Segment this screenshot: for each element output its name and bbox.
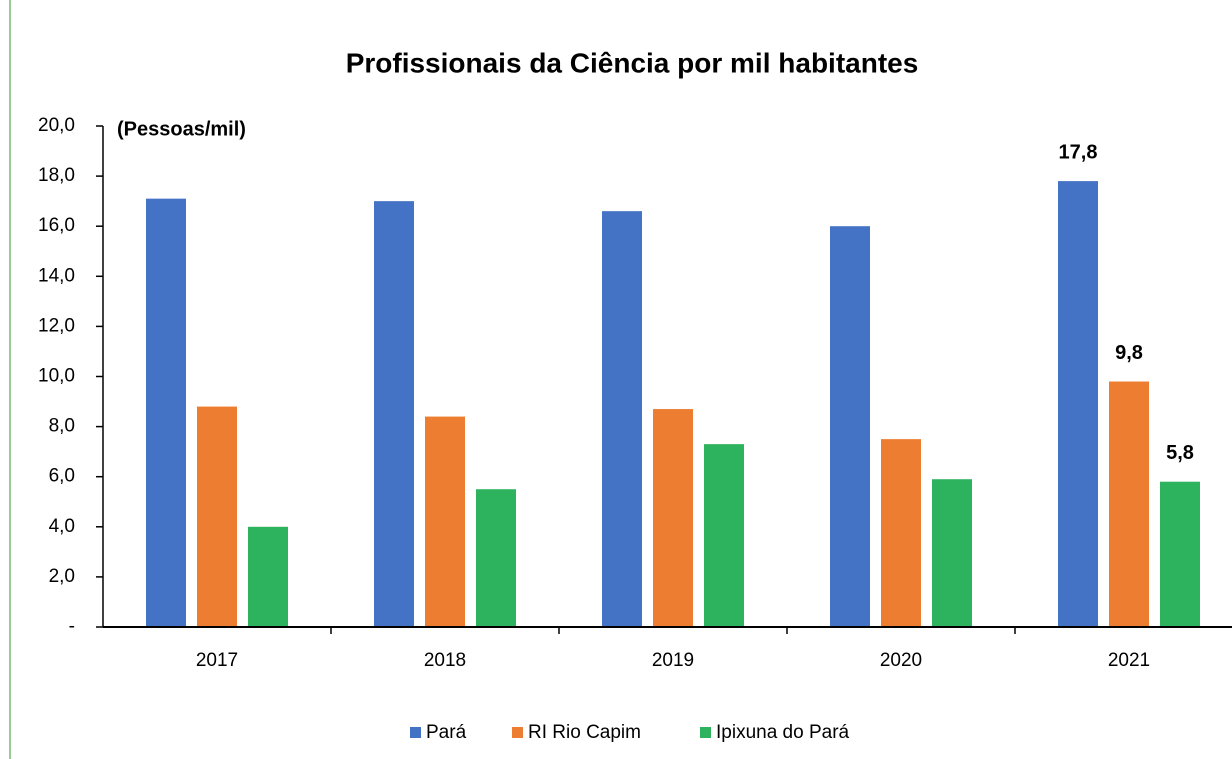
data-label: 9,8	[1115, 342, 1143, 364]
y-tick-label: 6,0	[49, 466, 75, 487]
legend-label: RI Rio Capim	[528, 722, 641, 743]
legend-swatch	[700, 727, 711, 738]
x-tick-label: 2018	[424, 650, 466, 671]
y-tick-label: 16,0	[38, 215, 75, 236]
bar	[1160, 481, 1200, 627]
bar	[704, 444, 744, 627]
y-tick-label: 2,0	[49, 566, 75, 587]
data-label: 5,8	[1166, 442, 1194, 464]
y-tick-label: 12,0	[38, 315, 75, 336]
bar	[248, 526, 288, 627]
legend-swatch	[410, 727, 421, 738]
x-tick-label: 2017	[196, 650, 238, 671]
x-tick-label: 2021	[1108, 650, 1150, 671]
bar	[932, 479, 972, 627]
data-label: 17,8	[1059, 141, 1098, 163]
bar	[476, 489, 516, 627]
bar	[374, 201, 414, 627]
legend-label: Pará	[426, 722, 467, 743]
y-tick-label: 18,0	[38, 165, 75, 186]
bar	[830, 226, 870, 627]
y-tick-label: -	[69, 616, 75, 637]
y-tick-label: 4,0	[49, 516, 75, 537]
bar	[881, 439, 921, 627]
chart-title: Profissionais da Ciência por mil habitan…	[346, 47, 919, 78]
bar	[425, 416, 465, 627]
y-tick-label: 10,0	[38, 366, 75, 387]
bar	[197, 406, 237, 627]
bar	[602, 211, 642, 628]
x-tick-label: 2020	[880, 650, 922, 671]
bar	[1109, 381, 1149, 627]
y-tick-label: 14,0	[38, 265, 75, 286]
bar	[1058, 181, 1098, 628]
y-tick-label: 8,0	[49, 416, 75, 437]
legend-swatch	[512, 727, 523, 738]
axis-unit: (Pessoas/mil)	[117, 118, 246, 140]
bar	[146, 198, 186, 627]
y-tick-label: 20,0	[38, 115, 75, 136]
x-tick-label: 2019	[652, 650, 694, 671]
bar	[653, 409, 693, 627]
legend-label: Ipixuna do Pará	[716, 722, 850, 743]
